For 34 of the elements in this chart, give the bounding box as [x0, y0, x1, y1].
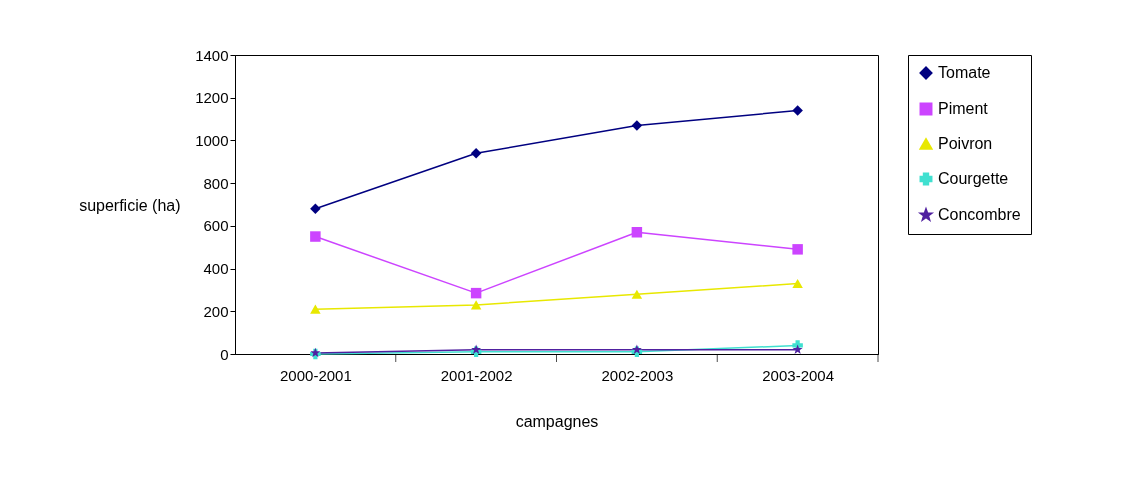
- point: [310, 304, 321, 314]
- point: [470, 287, 482, 299]
- x-tick-label: 2002-2003: [601, 366, 674, 384]
- y-tick-label: 1200: [195, 89, 229, 107]
- point: [792, 244, 803, 255]
- point: [631, 344, 642, 354]
- y-axis-title: superficie (ha): [79, 196, 181, 214]
- y-tick-label: 0: [220, 345, 229, 363]
- point: [471, 344, 482, 354]
- point: [470, 300, 482, 310]
- x-tick-label: 2003-2004: [762, 366, 834, 384]
- legend-label: Concombre: [938, 206, 1021, 223]
- point: [631, 120, 643, 131]
- point: [310, 231, 321, 242]
- point: [631, 289, 643, 299]
- legend-label: Courgette: [938, 170, 1009, 187]
- x-axis-title: campagnes: [515, 412, 599, 430]
- y-tick-label: 800: [203, 174, 229, 192]
- legend-label: Tomate: [938, 64, 991, 81]
- point: [792, 344, 803, 354]
- y-tick-label: 600: [203, 217, 229, 235]
- point: [310, 203, 321, 215]
- point: [470, 148, 482, 159]
- legend-label: Piment: [938, 100, 989, 117]
- point: [631, 227, 643, 238]
- point: [792, 105, 803, 116]
- x-tick-label: 2000-2001: [280, 366, 352, 384]
- y-tick-label: 1000: [195, 131, 229, 149]
- x-tick-label: 2001-2002: [440, 366, 513, 384]
- legend-label: Poivron: [938, 135, 993, 152]
- y-tick-label: 200: [203, 302, 229, 320]
- point: [792, 278, 803, 289]
- y-tick-label: 1400: [195, 46, 229, 64]
- y-tick-label: 400: [203, 260, 229, 278]
